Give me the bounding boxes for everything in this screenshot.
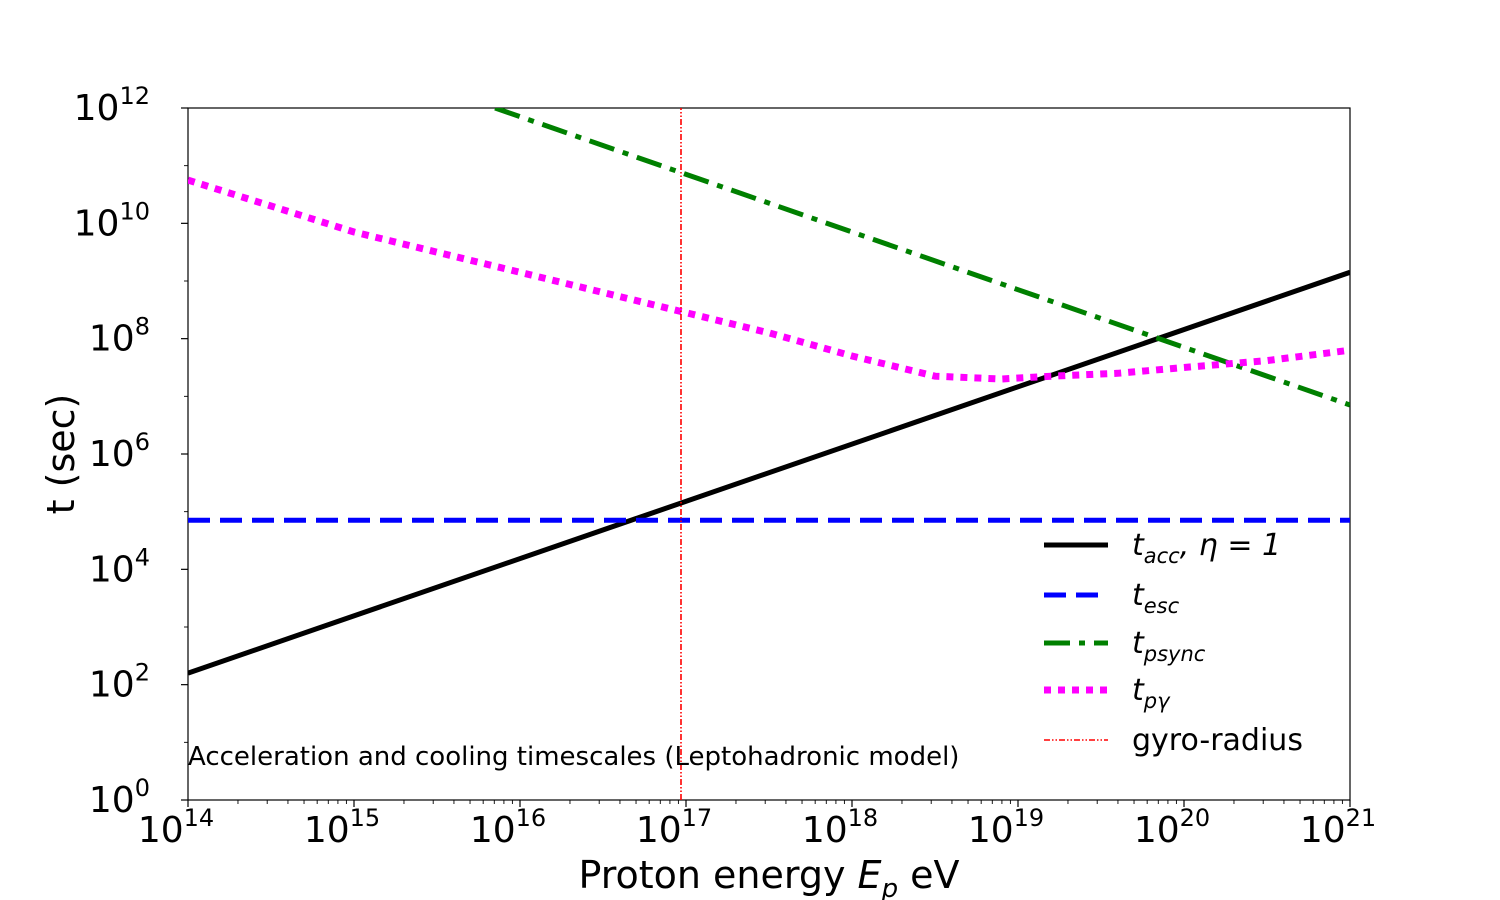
x-axis-label-suffix: eV — [898, 853, 959, 897]
y-tick-exponent: 2 — [135, 659, 150, 687]
x-tick-label: 1017 — [636, 804, 712, 851]
y-tick-exponent: 10 — [119, 197, 150, 225]
x-axis-label-symbol: E — [858, 853, 882, 897]
y-tick-base: 10 — [89, 780, 135, 821]
series-line-tpsync — [494, 108, 1350, 408]
chart-annotation: Acceleration and cooling timescales (Lep… — [188, 742, 959, 772]
ticks-layer: 1014 1015 1016 1017 1018 1019 1020 102110010210… — [74, 82, 1377, 851]
x-tick-label: 1020 — [1134, 804, 1210, 851]
y-tick-exponent: 4 — [135, 543, 150, 571]
legend-label-gyro: gyro-radius — [1132, 723, 1303, 758]
legend-label-tpsync: tpsync — [1132, 626, 1206, 666]
x-tick-exponent: 14 — [184, 804, 215, 832]
y-tick-base: 10 — [89, 549, 135, 590]
x-tick-base: 10 — [1300, 810, 1346, 851]
x-tick-exponent: 21 — [1346, 804, 1377, 832]
plot-area-layer — [187, 107, 1351, 801]
x-tick-base: 10 — [304, 810, 350, 851]
y-tick-base: 10 — [74, 88, 120, 129]
series-layer — [188, 108, 1350, 800]
legend-main: t — [1132, 626, 1145, 661]
legend-suffix: , η = 1 — [1180, 528, 1281, 563]
y-tick-label: 108 — [89, 313, 150, 360]
legend-main: gyro-radius — [1132, 723, 1303, 758]
legend-label-tpgamma: tpγ — [1132, 673, 1171, 713]
x-tick-base: 10 — [636, 810, 682, 851]
x-tick-base: 10 — [968, 810, 1014, 851]
legend-main: t — [1132, 578, 1145, 613]
y-tick-base: 10 — [89, 319, 135, 360]
legend-subscript: esc — [1144, 594, 1180, 618]
y-tick-base: 10 — [74, 203, 120, 244]
y-tick-exponent: 12 — [119, 82, 150, 110]
y-tick-exponent: 0 — [135, 774, 150, 802]
y-axis-label: t (sec) — [39, 394, 83, 515]
y-tick-base: 10 — [89, 665, 135, 706]
legend-subscript: pγ — [1143, 689, 1171, 713]
x-axis-label: Proton energy Ep eV — [578, 853, 959, 900]
plot-frame — [187, 107, 1351, 801]
y-tick-label: 106 — [89, 428, 150, 475]
legend-subscript: acc — [1144, 544, 1180, 568]
x-tick-label: 1019 — [968, 804, 1044, 851]
series-line-tpgamma — [188, 176, 1350, 383]
x-tick-label: 1018 — [802, 804, 878, 851]
y-tick-label: 100 — [89, 774, 150, 821]
y-tick-base: 10 — [89, 434, 135, 475]
x-tick-base: 10 — [470, 810, 516, 851]
y-tick-exponent: 8 — [135, 313, 150, 341]
legend-main: t — [1132, 528, 1145, 563]
x-tick-label: 1014 — [138, 804, 214, 851]
x-tick-exponent: 20 — [1180, 804, 1211, 832]
x-tick-base: 10 — [802, 810, 848, 851]
x-tick-exponent: 17 — [682, 804, 713, 832]
x-axis-label-prefix: Proton energy — [578, 853, 857, 897]
legend-main: t — [1132, 673, 1145, 708]
y-tick-label: 104 — [89, 543, 150, 590]
x-tick-base: 10 — [138, 810, 184, 851]
y-tick-label: 1010 — [74, 197, 150, 244]
x-tick-base: 10 — [1134, 810, 1180, 851]
x-tick-exponent: 16 — [516, 804, 547, 832]
legend-label-tacc: tacc, η = 1 — [1132, 528, 1281, 568]
legend-subscript: psync — [1143, 642, 1206, 666]
legend-label-tesc: tesc — [1132, 578, 1180, 618]
x-tick-label: 1016 — [470, 804, 546, 851]
x-tick-label: 1015 — [304, 804, 380, 851]
x-axis-label-subscript: p — [881, 874, 899, 900]
y-tick-label: 1012 — [74, 82, 150, 129]
x-tick-label: 1021 — [1300, 804, 1376, 851]
x-tick-exponent: 19 — [1014, 804, 1045, 832]
x-tick-exponent: 15 — [350, 804, 381, 832]
y-tick-label: 102 — [89, 659, 150, 706]
y-tick-exponent: 6 — [135, 428, 150, 456]
x-tick-exponent: 18 — [848, 804, 879, 832]
